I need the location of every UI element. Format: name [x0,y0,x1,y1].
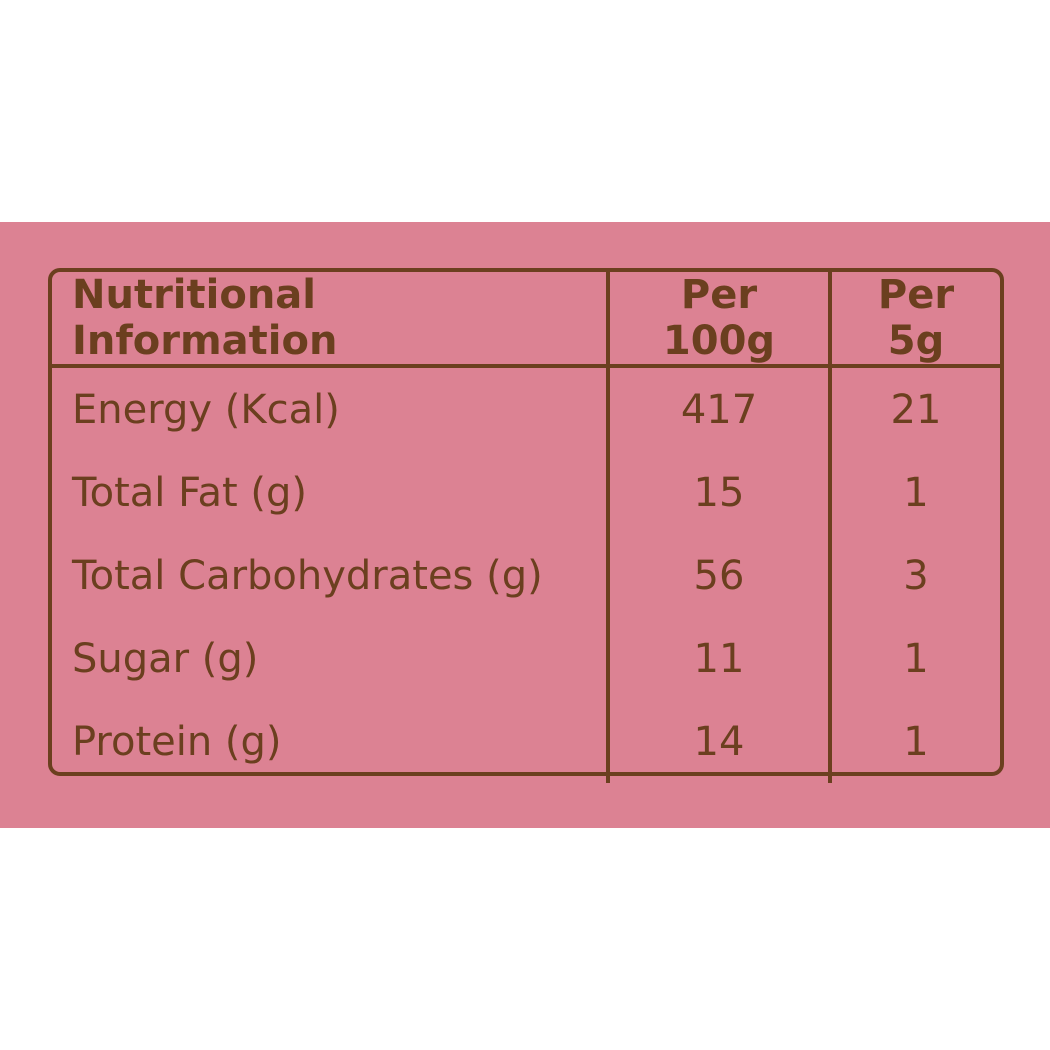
table-row: Total Fat (g) 15 1 [52,451,1000,534]
nutrient-cell: Sugar (g) [72,635,259,682]
value-cell: 3 [828,534,1000,617]
table: Nutritional Information Per 100g Per 5g En… [52,272,1000,783]
table-row: Total Carbohydrates (g) 56 3 [52,534,1000,617]
table-row: Sugar (g) 11 1 [52,617,1000,700]
table-row: Protein (g) 14 1 [52,700,1000,783]
nutrient-cell: Total Fat (g) [72,469,307,516]
value-cell: 56 [606,534,830,617]
header-cell: Nutritional Information [52,272,608,368]
header-cell: Per 100g [606,272,830,368]
table-body: Energy (Kcal) 417 21 Total Fat (g) 15 1 Total … [52,366,1000,783]
header-cell: Per 5g [828,272,1000,368]
value-cell: 21 [828,366,1000,451]
value-cell: 1 [828,700,1000,783]
nutrient-cell: Energy (Kcal) [72,386,340,433]
value-cell: 1 [828,451,1000,534]
table-row: Energy (Kcal) 417 21 [52,366,1000,451]
nutrient-cell: Protein (g) [72,718,282,765]
value-cell: 417 [606,366,830,451]
nutrient-cell: Total Carbohydrates (g) [72,552,543,599]
header-row: Nutritional Information Per 100g Per 5g [52,272,1000,368]
value-cell: 15 [606,451,830,534]
value-cell: 14 [606,700,830,783]
value-cell: 11 [606,617,830,700]
nutrition-table: Nutritional Information Per 100g Per 5g En… [48,268,1004,783]
value-cell: 1 [828,617,1000,700]
